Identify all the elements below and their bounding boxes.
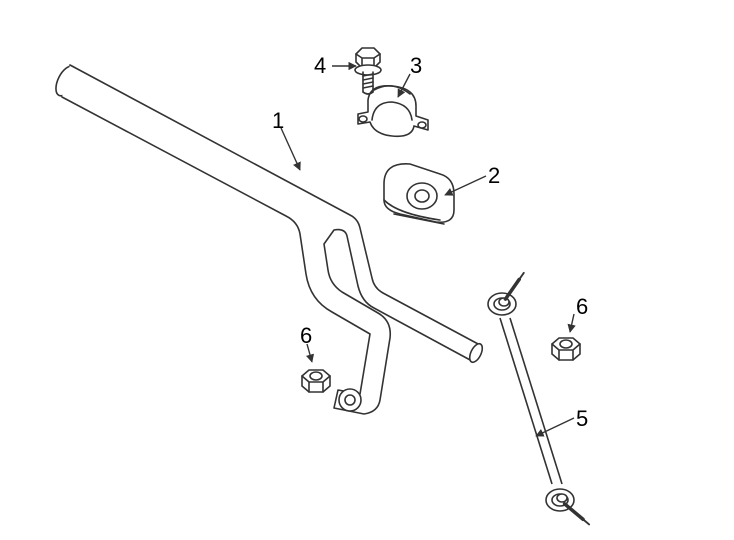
stabilizer-bar <box>52 63 485 414</box>
callout-leader <box>281 128 300 170</box>
callout-label-3: 3 <box>410 55 422 77</box>
stabilizer-link <box>488 273 589 525</box>
nut <box>552 338 580 360</box>
callout-label-1: 1 <box>272 110 284 132</box>
diagram-canvas: 1 2 3 4 5 6 6 <box>0 0 734 540</box>
callout-leader <box>570 314 574 332</box>
callout-label-5: 5 <box>576 408 588 430</box>
parts-svg <box>0 0 734 540</box>
callout-label-2: 2 <box>488 165 500 187</box>
callout-label-4: 4 <box>314 55 326 77</box>
bushing <box>384 164 454 224</box>
callout-label-6b: 6 <box>576 296 588 318</box>
callout-label-6a: 6 <box>300 325 312 347</box>
nut <box>302 370 330 392</box>
